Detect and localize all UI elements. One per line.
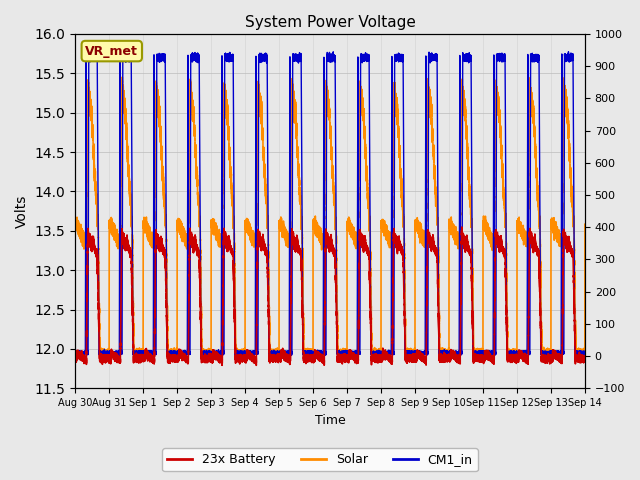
Solar <box>88 116 95 122</box>
Y-axis label: Volts: Volts <box>15 194 29 228</box>
Line: Solar: Solar <box>75 77 585 359</box>
Solar <box>581 221 589 227</box>
Solar <box>194 183 202 189</box>
CM1_in <box>183 349 191 355</box>
23x Battery <box>194 249 202 254</box>
CM1_in <box>513 350 521 356</box>
CM1_in <box>581 350 589 356</box>
Solar <box>513 218 521 224</box>
Legend: 23x Battery, Solar, CM1_in: 23x Battery, Solar, CM1_in <box>163 448 477 471</box>
23x Battery <box>458 224 466 230</box>
CM1_in <box>341 351 349 357</box>
Solar <box>183 240 191 245</box>
Solar <box>341 350 349 356</box>
23x Battery <box>127 248 134 254</box>
Solar <box>71 223 79 228</box>
23x Battery <box>183 360 191 365</box>
23x Battery <box>88 243 95 249</box>
Solar <box>127 196 134 202</box>
23x Battery <box>581 356 589 361</box>
CM1_in <box>382 353 390 359</box>
CM1_in <box>564 49 572 55</box>
X-axis label: Time: Time <box>315 414 346 427</box>
Solar <box>338 356 346 362</box>
Line: 23x Battery: 23x Battery <box>75 227 585 365</box>
23x Battery <box>341 357 349 362</box>
Text: VR_met: VR_met <box>85 45 138 58</box>
Line: CM1_in: CM1_in <box>75 52 585 356</box>
23x Battery <box>513 359 521 364</box>
CM1_in <box>88 54 95 60</box>
CM1_in <box>71 350 79 356</box>
CM1_in <box>127 54 134 60</box>
23x Battery <box>252 362 260 368</box>
Title: System Power Voltage: System Power Voltage <box>244 15 415 30</box>
23x Battery <box>71 356 79 361</box>
Solar <box>118 74 126 80</box>
CM1_in <box>194 55 202 61</box>
